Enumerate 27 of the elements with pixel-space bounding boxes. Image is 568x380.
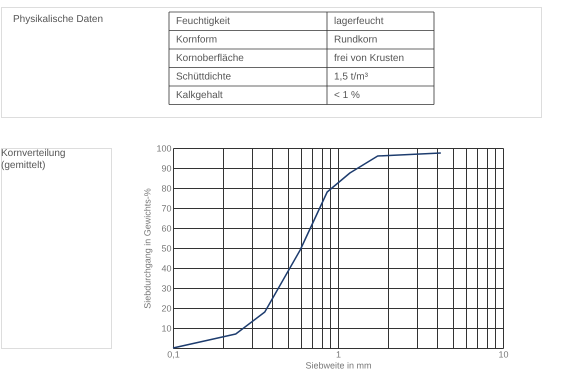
text: Kalkgehalt [176,90,223,101]
y-tick-label: 50 [161,244,172,254]
x-tick-label: 1 [336,350,342,360]
y-tick-label: 10 [161,324,172,334]
y-tick-label: 70 [161,204,172,214]
text: 1,5 t/m³ [334,72,369,82]
y-axis-title: Siebdurchgang in Gewichts-% [142,188,152,309]
y-tick-label: 100 [156,144,172,154]
x-axis-title: Siebweite in mm [305,360,372,370]
y-tick-label: 40 [161,264,172,274]
text: < 1 % [334,90,360,101]
text: Kornverteilung (gemittelt) [1,148,66,171]
text: Kornform [176,34,218,46]
y-tick-label: 90 [161,164,172,174]
text: Feuchtigkeit [176,16,230,27]
text: Schüttdichte [176,72,232,82]
x-tick-label: 10 [498,350,509,360]
x-tick-label: 0,1 [167,350,180,360]
y-tick-label: 20 [161,304,172,314]
text: lagerfeucht [334,16,384,27]
y-tick-label: 80 [161,184,172,194]
text: Rundkorn [334,34,378,46]
y-tick-label: 30 [161,284,172,294]
text: Physikalische Daten [13,14,104,25]
y-tick-label: 60 [161,224,172,234]
text: Kornoberfläche [176,53,244,64]
text: frei von Krusten [334,53,404,64]
